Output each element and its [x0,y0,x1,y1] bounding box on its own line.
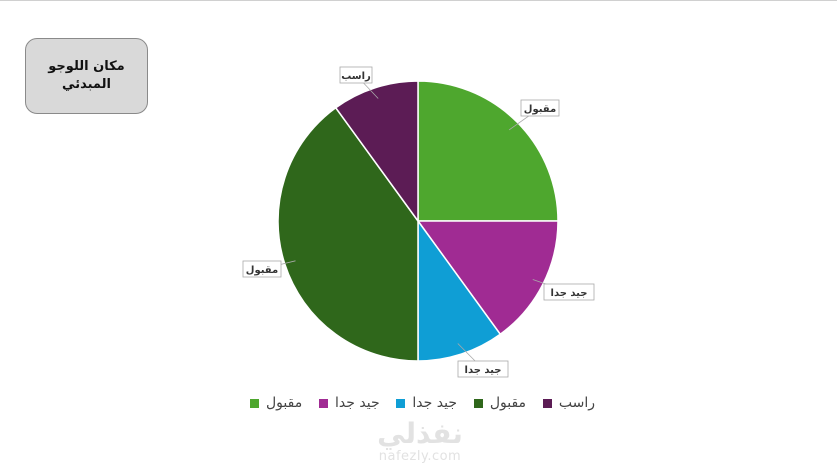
legend-item: مقبول [473,395,527,411]
pie-slice [277,106,419,362]
pie-slice [417,80,559,222]
pie-slice [334,80,419,224]
legend-label: جيد جدا [335,395,380,411]
data-label-box [339,66,373,84]
legend-label: مقبول [266,395,303,411]
data-label-box [457,360,509,378]
legend-swatch [473,398,483,408]
legend-swatch [319,398,329,408]
logo-line-1: مكان اللوجو [48,59,125,74]
legend-label: راسب [558,395,595,411]
watermark-arabic: نفذلي [377,417,463,450]
data-label-box [520,99,560,117]
top-border [0,0,837,1]
data-label: مقبول [246,265,278,276]
legend-label: جيد جدا [412,395,457,411]
legend-swatch [250,398,259,408]
data-label: جيد جدا [551,288,588,299]
data-label: راسب [341,71,371,82]
data-label-box [543,283,595,301]
chart-legend: راسب مقبول جيد جدا جيد جدا مقبول [250,395,595,411]
legend-item: جيد جدا [396,395,457,411]
data-label: جيد جدا [465,365,502,376]
legend-label: مقبول [489,395,527,411]
legend-item: مقبول [250,395,302,411]
pie-slice [416,220,559,336]
legend-swatch [396,398,406,408]
legend-item: جيد جدا [319,395,380,411]
data-label-box [242,260,282,278]
logo-placeholder: مكان اللوجو المبدئي [25,38,148,114]
logo-line-2: المبدئي [62,77,111,92]
watermark: نفذلي nafezly.com [360,418,480,464]
legend-item: راسب [542,395,595,411]
data-label: مقبول [524,104,556,115]
legend-swatch [542,398,552,408]
pie-slice [417,218,502,362]
watermark-latin: nafezly.com [378,449,462,464]
